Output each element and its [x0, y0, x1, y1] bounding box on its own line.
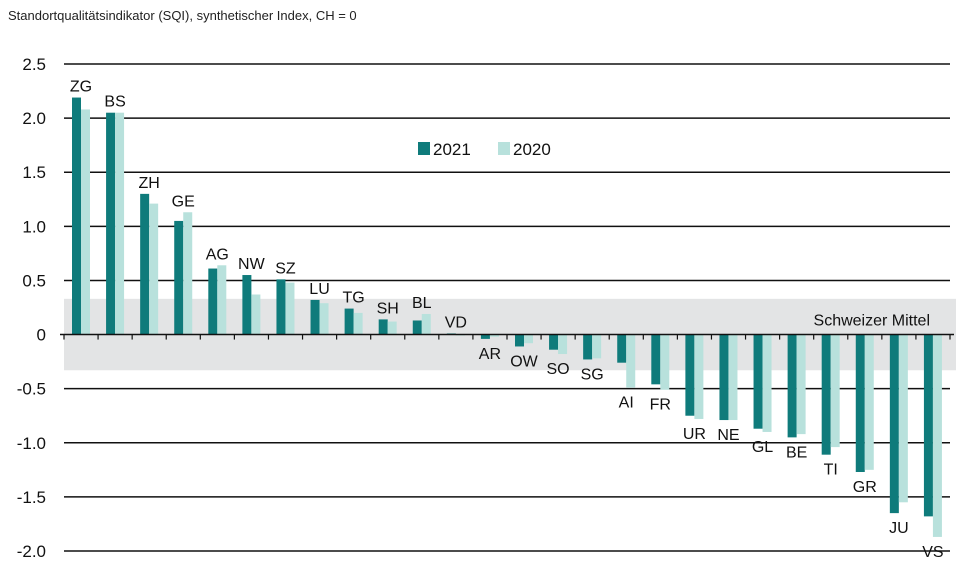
bar-2020-OW	[524, 334, 533, 344]
legend-swatch-2021	[418, 142, 430, 155]
bar-2020-AG	[217, 265, 227, 335]
bar-2021-NW	[242, 275, 252, 335]
chart-title: Standortqualitätsindikator (SQI), synthe…	[8, 8, 357, 23]
bar-2021-SO	[549, 334, 559, 350]
bar-2020-VS	[932, 334, 942, 537]
bar-2021-TI	[821, 334, 831, 455]
y-tick-label: 2.0	[22, 109, 46, 128]
category-label: TI	[824, 462, 838, 479]
bar-2020-TI	[830, 334, 840, 448]
y-tick-label: -1.5	[17, 488, 46, 507]
y-tick-label: 0	[37, 326, 46, 345]
bar-2020-SG	[592, 334, 602, 359]
bar-2021-BL	[412, 320, 422, 335]
bar-2020-BE	[796, 334, 806, 435]
bar-2020-NW	[251, 294, 261, 335]
bar-2020-GL	[762, 334, 772, 432]
bar-2021-BS	[106, 112, 116, 335]
category-label: OW	[510, 353, 538, 370]
category-label: SO	[547, 361, 570, 378]
y-tick-label: -0.5	[17, 380, 46, 399]
bar-2021-BE	[787, 334, 797, 438]
band-label: Schweizer Mittel	[814, 313, 930, 330]
bar-2020-UR	[694, 334, 704, 419]
bar-2020-ZH	[149, 203, 159, 335]
bar-2020-GR	[864, 334, 874, 470]
bar-2020-NE	[728, 334, 738, 421]
category-label: NW	[238, 256, 266, 273]
category-label: AI	[619, 395, 634, 412]
bar-2021-FR	[651, 334, 661, 385]
category-label: GL	[752, 439, 773, 456]
bar-2020-SO	[558, 334, 568, 355]
bar-2021-SH	[378, 319, 388, 335]
bar-2020-LU	[319, 303, 329, 335]
category-label: VS	[922, 544, 943, 561]
bar-2021-AI	[617, 334, 627, 363]
category-label: TG	[343, 290, 365, 307]
legend-label-2020: 2020	[513, 140, 551, 159]
bar-2021-ZG	[72, 97, 81, 335]
bar-2021-GE	[174, 220, 184, 335]
category-label: VD	[445, 314, 467, 331]
bar-2021-TG	[344, 308, 354, 335]
category-label: JU	[889, 520, 909, 537]
category-label: GE	[172, 193, 195, 210]
y-tick-label: 1.5	[22, 163, 46, 182]
bar-2021-GL	[753, 334, 763, 429]
bar-2021-SG	[583, 334, 593, 360]
bar-2020-AR	[489, 334, 499, 337]
bar-2020-SH	[387, 321, 397, 335]
category-label: SG	[581, 366, 604, 383]
bar-2021-JU	[889, 334, 899, 514]
category-label: UR	[683, 426, 706, 443]
bar-2021-LU	[310, 299, 320, 335]
category-label: NE	[717, 427, 739, 444]
legend-label-2021: 2021	[433, 140, 471, 159]
category-label: BS	[104, 94, 125, 111]
bar-2020-BS	[115, 112, 125, 335]
bar-2021-GR	[855, 334, 865, 472]
y-tick-label: -1.0	[17, 434, 46, 453]
bar-2021-VS	[923, 334, 933, 517]
category-label: FR	[650, 397, 671, 414]
bar-2021-AR	[480, 334, 490, 339]
bar-2020-SZ	[285, 282, 295, 335]
bar-2021-NE	[719, 334, 729, 421]
bar-2021-OW	[515, 334, 524, 347]
category-label: GR	[853, 479, 877, 496]
y-tick-label: 2.5	[22, 55, 46, 74]
bar-2020-ZG	[81, 109, 90, 335]
bar-2020-TG	[353, 312, 363, 335]
category-label: AR	[479, 346, 501, 363]
legend-swatch-2020	[498, 142, 510, 155]
bar-2021-SZ	[276, 279, 286, 335]
bar-2020-BL	[421, 313, 431, 335]
category-label: ZH	[138, 175, 159, 192]
bar-2020-FR	[660, 334, 670, 390]
bar-2020-GE	[183, 212, 193, 335]
bar-2021-ZH	[140, 193, 150, 335]
bar-2021-AG	[208, 268, 218, 335]
bar-2021-UR	[685, 334, 695, 416]
category-label: BE	[786, 444, 807, 461]
category-label: SH	[377, 300, 399, 317]
category-label: AG	[206, 246, 229, 263]
bar-2020-AI	[626, 334, 636, 388]
category-label: BL	[412, 295, 432, 312]
category-label: LU	[309, 281, 329, 298]
y-tick-label: 1.0	[22, 217, 46, 236]
y-tick-label: 0.5	[22, 271, 46, 290]
category-label: ZG	[70, 79, 92, 96]
category-label: SZ	[275, 260, 296, 277]
y-tick-label: -2.0	[17, 542, 46, 561]
bar-2020-JU	[898, 334, 908, 503]
